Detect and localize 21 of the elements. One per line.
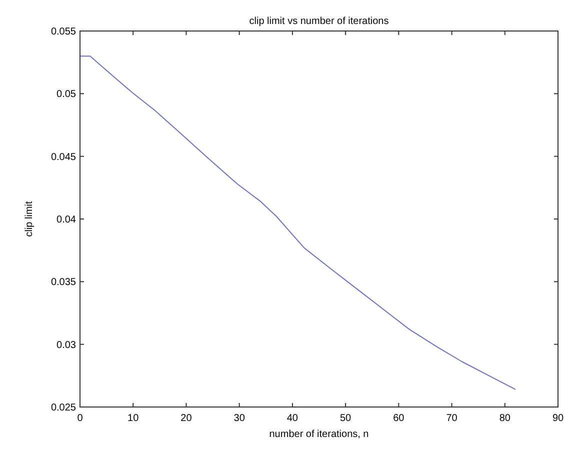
x-tick-label: 0	[77, 413, 84, 424]
x-tick-label: 20	[180, 413, 192, 424]
y-tick-label: 0.045	[50, 152, 76, 163]
x-tick-label: 50	[340, 413, 352, 424]
y-tick-label: 0.03	[56, 340, 76, 351]
x-tick-label: 80	[499, 413, 511, 424]
x-tick-label: 10	[128, 413, 140, 424]
y-tick-label: 0.04	[56, 214, 76, 226]
y-axis-title: clip limit	[24, 201, 35, 237]
x-tick-label: 30	[234, 413, 246, 424]
x-axis-title: number of iterations, n	[269, 429, 369, 440]
chart-title: clip limit vs number of iterations	[249, 16, 389, 27]
x-tick-label: 60	[393, 413, 405, 424]
x-tick-label: 90	[552, 413, 564, 424]
x-tick-label: 70	[446, 413, 458, 424]
y-tick-label: 0.05	[56, 89, 76, 100]
line-series	[80, 56, 516, 390]
y-tick-label: 0.025	[50, 402, 76, 414]
y-tick-label: 0.035	[50, 277, 76, 288]
x-tick-label: 40	[286, 413, 298, 424]
y-tick-label: 0.055	[50, 26, 76, 38]
